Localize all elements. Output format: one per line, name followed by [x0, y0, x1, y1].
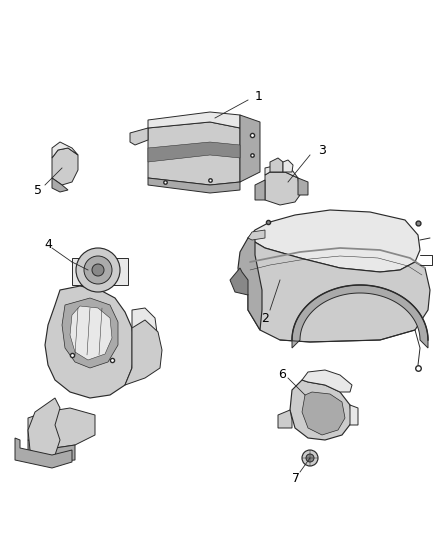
Polygon shape: [125, 320, 162, 385]
Circle shape: [306, 454, 314, 462]
Polygon shape: [238, 238, 262, 330]
Polygon shape: [292, 285, 428, 348]
Circle shape: [84, 256, 112, 284]
Polygon shape: [265, 165, 298, 178]
Polygon shape: [283, 160, 293, 172]
Polygon shape: [240, 115, 260, 182]
Text: 4: 4: [44, 238, 52, 251]
Polygon shape: [270, 158, 283, 172]
Polygon shape: [45, 286, 135, 398]
Polygon shape: [302, 392, 345, 435]
Polygon shape: [248, 238, 430, 342]
Text: 5: 5: [34, 183, 42, 197]
Text: 3: 3: [318, 143, 326, 157]
Polygon shape: [298, 178, 308, 195]
Polygon shape: [302, 370, 352, 392]
Circle shape: [76, 248, 120, 292]
Polygon shape: [248, 210, 420, 272]
Polygon shape: [72, 258, 128, 285]
Polygon shape: [52, 178, 68, 192]
Polygon shape: [132, 308, 158, 370]
Polygon shape: [148, 178, 240, 193]
Polygon shape: [28, 440, 75, 462]
Polygon shape: [52, 148, 78, 185]
Polygon shape: [15, 438, 72, 468]
Polygon shape: [148, 112, 240, 128]
Polygon shape: [130, 128, 148, 145]
Polygon shape: [230, 268, 248, 295]
Polygon shape: [278, 410, 292, 428]
Polygon shape: [28, 408, 95, 448]
Text: 1: 1: [255, 90, 263, 102]
Circle shape: [92, 264, 104, 276]
Polygon shape: [350, 405, 358, 425]
Polygon shape: [148, 122, 240, 185]
Polygon shape: [62, 298, 118, 368]
Polygon shape: [52, 142, 78, 158]
Circle shape: [302, 450, 318, 466]
Polygon shape: [265, 172, 300, 205]
Polygon shape: [28, 398, 60, 458]
Text: 6: 6: [278, 367, 286, 381]
Polygon shape: [148, 142, 240, 162]
Text: 7: 7: [292, 472, 300, 484]
Polygon shape: [255, 180, 265, 200]
Polygon shape: [70, 306, 112, 360]
Polygon shape: [290, 380, 352, 440]
Text: 2: 2: [261, 311, 269, 325]
Polygon shape: [248, 230, 265, 240]
